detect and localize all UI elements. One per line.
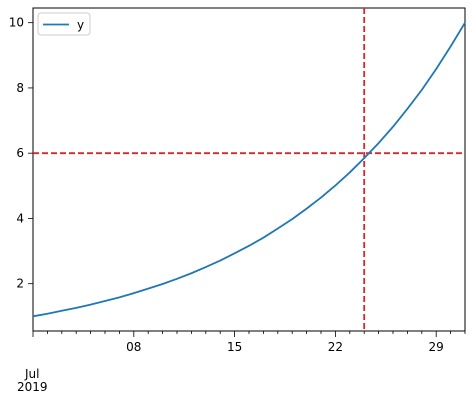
y-axis-ticks: 2 4 6 8 10 — [9, 16, 33, 291]
x-tick-label: 22 — [328, 340, 343, 354]
x-axis-ticks: 08 15 22 29 — [32, 331, 466, 354]
y-tick-label: 2 — [16, 277, 24, 291]
x-year-label: 2019 — [17, 380, 48, 394]
y-tick-label: 6 — [16, 146, 24, 160]
reference-lines — [33, 8, 465, 331]
axes — [32, 7, 466, 332]
x-tick-label: 29 — [429, 340, 444, 354]
x-month-label: Jul — [24, 367, 39, 381]
x-tick-label: 08 — [126, 340, 141, 354]
y-tick-label: 8 — [16, 81, 24, 95]
series-layer — [32, 22, 466, 318]
legend: y — [37, 12, 91, 36]
y-tick-label: 4 — [16, 211, 24, 225]
x-tick-label: 15 — [227, 340, 242, 354]
series-line-y — [32, 22, 466, 318]
plot-frame — [32, 7, 466, 332]
legend-label-y: y — [77, 18, 84, 32]
y-tick-label: 10 — [9, 16, 24, 30]
